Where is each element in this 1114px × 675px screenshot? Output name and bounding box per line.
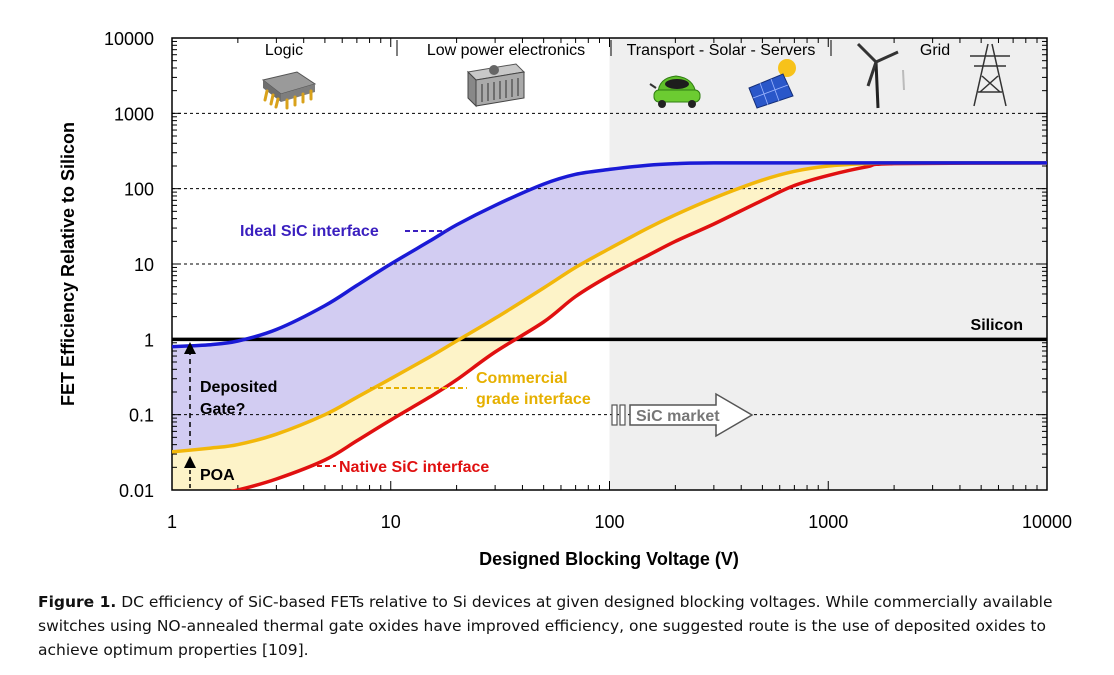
- commercial-label-line1: Commercial: [476, 370, 568, 387]
- caption-text: DC efficiency of SiC-based FETs relative…: [38, 593, 1053, 659]
- region-label-grid: Grid: [920, 42, 950, 59]
- solar-panel-icon: [748, 59, 796, 109]
- region-label-logic: Logic: [265, 42, 303, 59]
- x-axis-title: Designed Blocking Voltage (V): [479, 549, 739, 569]
- region-label-transport: Transport - Solar - Servers: [627, 42, 816, 59]
- gridlines: [172, 112, 1047, 416]
- region-label-low-power: Low power electronics: [427, 42, 585, 59]
- y-tick-label: 1000: [114, 104, 154, 124]
- y-tick-label: 0.1: [129, 406, 154, 426]
- poa-label: POA: [200, 467, 235, 484]
- y-tick-label: 1: [144, 330, 154, 350]
- caption-label: Figure 1.: [38, 593, 117, 611]
- series-line-commercial: [172, 161, 1047, 454]
- x-tick-label: 10: [381, 512, 401, 532]
- series-line-native: [229, 161, 1047, 490]
- silicon-label: Silicon: [971, 317, 1023, 334]
- deposited-gate-arrowhead: [184, 342, 196, 354]
- deposited-label-line1: Deposited: [200, 379, 277, 396]
- sic-market-label: SiC market: [636, 408, 720, 425]
- y-tick-label: 0.01: [119, 481, 154, 501]
- x-tick-label: 1: [167, 512, 177, 532]
- ideal-commercial-gap-fill: [172, 162, 1047, 452]
- efficiency-chart: Logic Low power electronics Transport - …: [58, 29, 1072, 569]
- y-tick-label: 10: [134, 255, 154, 275]
- y-tick-label: 100: [124, 180, 154, 200]
- commercial-label-line2: grade interface: [476, 391, 591, 408]
- chip-icon: [261, 71, 317, 110]
- y-tick-label: 10000: [104, 29, 154, 49]
- sic-market-arrow: SiC market: [611, 392, 754, 438]
- electric-car-icon: [649, 75, 701, 108]
- x-tick-label: 100: [594, 512, 624, 532]
- x-tick-label: 1000: [808, 512, 848, 532]
- commercial-native-gap-fill: [172, 162, 1047, 490]
- series-line-ideal: [172, 161, 1047, 349]
- efficiency-curves: [172, 161, 1047, 490]
- application-regions: Logic Low power electronics Transport - …: [265, 40, 950, 59]
- ideal-interface-label: Ideal SiC interface: [240, 223, 379, 240]
- wind-turbine-icon: [856, 42, 905, 109]
- native-interface-label: Native SiC interface: [339, 459, 489, 476]
- y-tick-labels: 0.01 0.1 1 10 100 1000 10000: [104, 29, 154, 501]
- transmission-tower-icon: [970, 43, 1010, 107]
- y-axis-title: FET Efficiency Relative to Silicon: [58, 122, 78, 406]
- power-supply-icon: [466, 63, 526, 108]
- x-tick-label: 10000: [1022, 512, 1072, 532]
- x-tick-labels: 1 10 100 1000 10000: [167, 512, 1072, 532]
- poa-arrowhead: [184, 456, 196, 468]
- deposited-label-line2: Gate?: [200, 401, 245, 418]
- axis-ticks: [171, 38, 1047, 491]
- figure-caption: Figure 1. DC efficiency of SiC-based FET…: [38, 590, 1108, 662]
